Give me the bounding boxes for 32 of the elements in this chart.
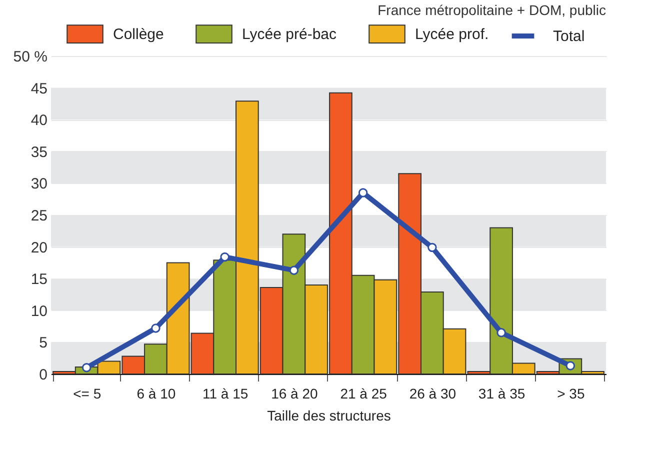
x-axis-title: Taille des structures bbox=[267, 408, 391, 424]
x-tick-label: 16 à 20 bbox=[271, 386, 318, 402]
x-tick-label: 6 à 10 bbox=[136, 386, 176, 402]
x-tick-label: 21 à 25 bbox=[340, 386, 388, 402]
chart-subtitle: France métropolitaine + DOM, public bbox=[378, 2, 606, 18]
x-tick-label: <= 5 bbox=[73, 386, 102, 402]
legend-label: Collège bbox=[113, 26, 164, 44]
y-tick-label: 40 bbox=[30, 112, 48, 130]
y-tick-label: 10 bbox=[30, 302, 48, 320]
x-tick-label: 11 à 15 bbox=[202, 386, 248, 402]
point bbox=[82, 363, 92, 372]
y-tick-label: 50 % bbox=[13, 48, 48, 66]
x-tick-label: 26 à 30 bbox=[409, 386, 456, 402]
x-tick-label: 31 à 35 bbox=[478, 386, 526, 402]
legend-label: Total bbox=[553, 28, 585, 45]
x-tick-label: > 35 bbox=[557, 386, 585, 402]
point bbox=[358, 188, 368, 198]
legend-label: Lycée pré-bac bbox=[242, 26, 337, 44]
y-tick-label: 0 bbox=[39, 366, 48, 384]
y-tick-label: 30 bbox=[30, 176, 48, 193]
y-tick-label: 15 bbox=[30, 271, 48, 288]
point bbox=[289, 266, 299, 275]
point bbox=[151, 324, 160, 333]
point bbox=[496, 328, 506, 338]
y-tick-label: 20 bbox=[30, 239, 48, 256]
y-tick-label: 35 bbox=[30, 144, 48, 161]
y-tick-label: 45 bbox=[30, 80, 48, 98]
legend-label: Lycée prof. bbox=[415, 26, 489, 44]
y-tick-label: 5 bbox=[39, 334, 48, 352]
point bbox=[428, 242, 437, 252]
point bbox=[220, 252, 230, 262]
y-tick-label: 25 bbox=[30, 208, 48, 224]
